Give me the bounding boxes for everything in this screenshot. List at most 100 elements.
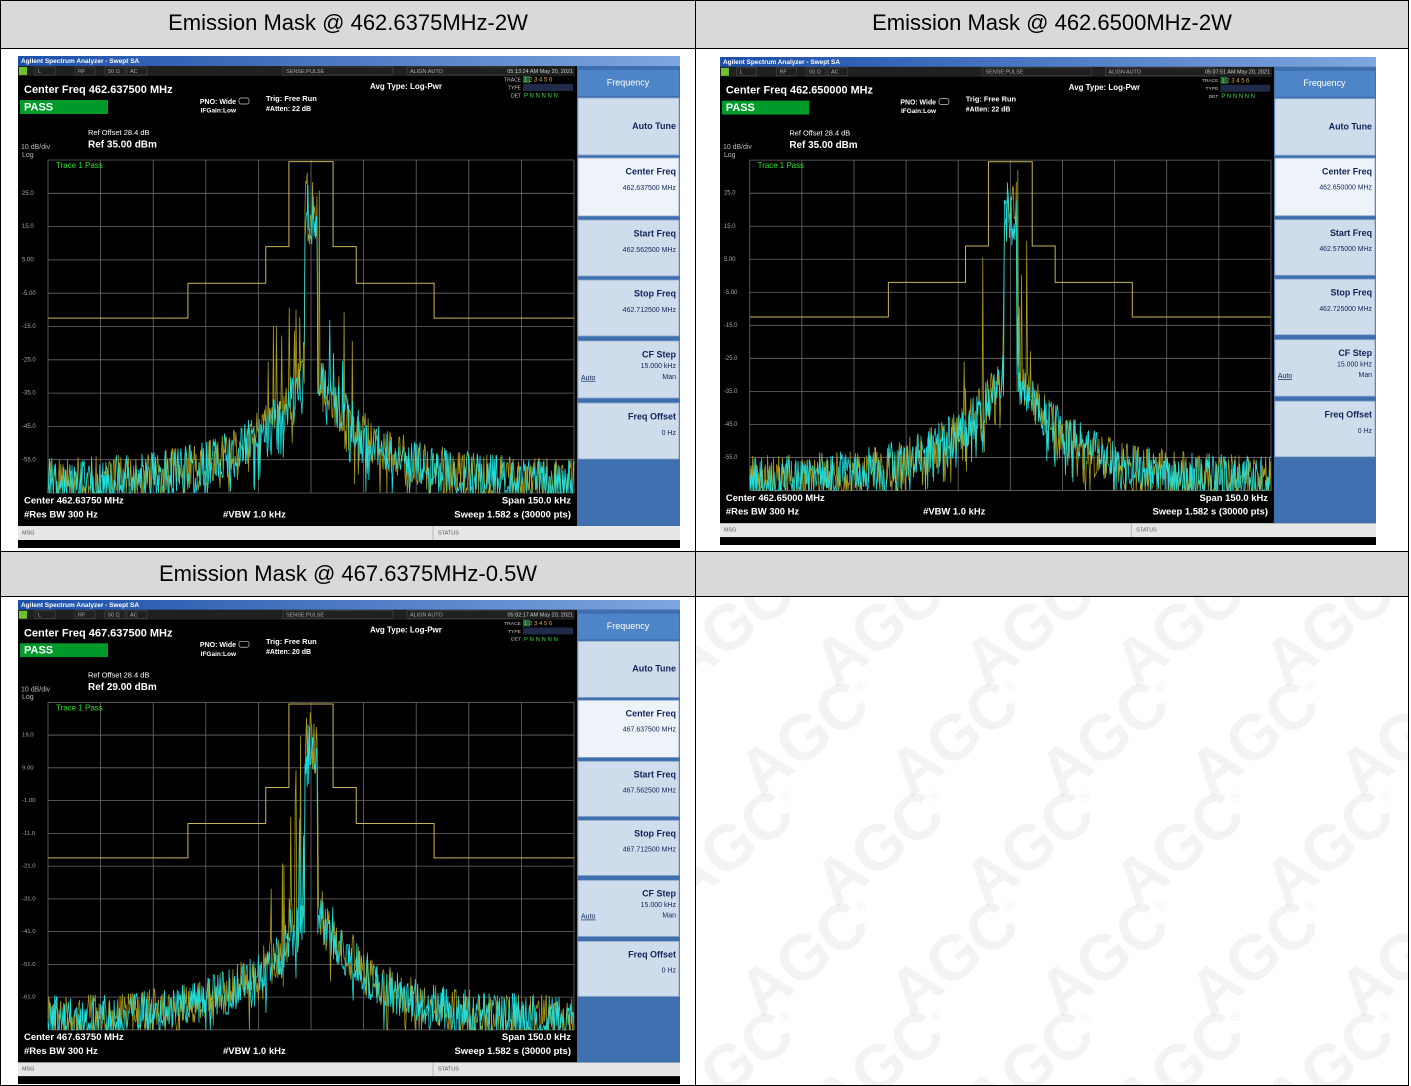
softkey[interactable] [577, 97, 680, 156]
status-item: ALIGN AUTO [410, 69, 444, 75]
res-bw: #Res BW 300 Hz [726, 506, 799, 517]
softkey[interactable] [577, 699, 680, 758]
y-label: -1.00 [22, 798, 36, 804]
softkey[interactable] [1274, 219, 1376, 276]
softkey[interactable] [577, 219, 680, 277]
center-freq: Center Freq 462.650000 MHz [726, 85, 874, 97]
trace-label: DET [511, 637, 521, 643]
softkey-label: Stop Freq [634, 288, 676, 298]
trace-label: TYPE [1206, 86, 1220, 92]
softkey-option: Auto [1278, 373, 1292, 380]
timestamp: 05:13:24 AM May 20, 2021 [507, 69, 573, 75]
header-cell: Emission Mask @ 462.6500MHz-2W [695, 0, 1409, 49]
scale-type: Log [724, 152, 736, 159]
header-cell-empty [695, 551, 1409, 597]
softkey-value: 462.712500 MHz [623, 307, 677, 314]
softkey-label: Center Freq [625, 166, 676, 176]
softkey-value: 15.000 kHz [641, 902, 677, 909]
span: Span 150.0 kHz [1200, 492, 1269, 503]
y-label: -55.0 [724, 455, 738, 461]
scale: 10 dB/div [723, 144, 752, 151]
y-label: 15.0 [724, 224, 736, 230]
avg-type: Avg Type: Log-Pwr [370, 626, 442, 635]
softkey[interactable] [1274, 98, 1376, 156]
timestamp: 05:02:17 AM May 20, 2021 [507, 613, 573, 619]
y-label: -15.0 [724, 323, 738, 329]
menu-title: Frequency [1303, 78, 1346, 88]
softkey-value: 467.637500 MHz [623, 727, 677, 734]
status-item: AC [831, 70, 839, 76]
center: Center 467.63750 MHz [24, 1031, 124, 1042]
analyzer-screen: Agilent Spectrum Analyzer - Swept SA L RF 5… [18, 600, 680, 1084]
sweep: Sweep 1.582 s (30000 pts) [454, 1045, 571, 1056]
status-box [104, 610, 126, 619]
softkey[interactable] [577, 879, 680, 937]
softkey-label: Stop Freq [1330, 287, 1372, 297]
softkey[interactable] [577, 940, 680, 997]
res-bw: #Res BW 300 Hz [24, 510, 98, 521]
ref-offset: Ref Offset 28.4 dB [88, 128, 150, 137]
trig: Trig: Free Run [266, 94, 317, 103]
title-bar [18, 600, 680, 610]
softkey[interactable] [577, 340, 680, 399]
app-title: Agilent Spectrum Analyzer - Swept SA [21, 58, 140, 65]
y-label: -5.00 [22, 291, 36, 297]
center: Center 462.65000 MHz [726, 492, 825, 503]
softkey-label: Stop Freq [634, 829, 676, 839]
softkey-label: Auto Tune [632, 121, 676, 131]
softkey-label: CF Step [642, 889, 676, 899]
pno-icon [238, 640, 250, 648]
lxi-icon [19, 67, 27, 75]
trace-status: Trace 1 Pass [56, 161, 103, 170]
sweep: Sweep 1.582 s (30000 pts) [454, 510, 571, 521]
softkey-label: Auto Tune [632, 664, 676, 674]
res-bw: #Res BW 300 Hz [24, 1045, 98, 1056]
y-label: -41.0 [22, 929, 36, 935]
status-item: L [740, 70, 743, 76]
softkey-label: Start Freq [633, 228, 676, 238]
softkey-label: Center Freq [1322, 166, 1372, 176]
y-label: 9.00 [22, 765, 34, 771]
header-cell: Emission Mask @ 467.6375MHz-0.5W [0, 551, 696, 597]
softkey-label: CF Step [1338, 348, 1372, 358]
vbw: #VBW 1.0 kHz [223, 510, 286, 521]
softkey[interactable] [1274, 400, 1376, 458]
status-item: SENSE:PULSE [286, 69, 325, 75]
softkey[interactable] [577, 279, 680, 337]
trace [47, 172, 575, 495]
softkey[interactable] [1274, 157, 1376, 217]
menu-title-bg [1274, 70, 1376, 97]
type-box [523, 627, 573, 635]
softkey[interactable] [577, 157, 680, 217]
limit-mask [48, 161, 574, 319]
softkey[interactable] [577, 760, 680, 817]
trace-label: DET [511, 93, 521, 99]
scale: 10 dB/div [21, 144, 51, 151]
status-box [104, 66, 126, 76]
y-label: -45.0 [22, 424, 36, 430]
watermark-text: AGC [696, 597, 806, 699]
timestamp: 05:07:51 AM May 20, 2021 [1205, 70, 1270, 76]
atten: #Atten: 22 dB [966, 106, 1011, 113]
status-label: STATUS [438, 1067, 459, 1073]
trace-label: TRACE [504, 621, 522, 627]
y-label: -31.0 [22, 896, 36, 902]
trace-label: TRACE [1202, 78, 1219, 84]
softkey[interactable] [577, 819, 680, 876]
status-item: RF [78, 613, 86, 619]
status-item: ALIGN AUTO [410, 613, 443, 619]
status-item: RF [78, 69, 86, 75]
trace-status: Trace 1 Pass [56, 703, 103, 712]
softkey[interactable] [577, 402, 680, 460]
status-item: ALIGN AUTO [1108, 70, 1141, 76]
limit-mask [48, 703, 574, 859]
verdict: PASS [726, 102, 755, 114]
trace-num-box [523, 76, 530, 83]
status-box [982, 67, 1092, 77]
softkey-value: 462.637500 MHz [623, 185, 677, 192]
span: Span 150.0 kHz [502, 496, 571, 507]
status-row [18, 609, 575, 620]
softkey[interactable] [577, 640, 680, 698]
softkey[interactable] [1274, 339, 1376, 397]
softkey[interactable] [1274, 278, 1376, 336]
